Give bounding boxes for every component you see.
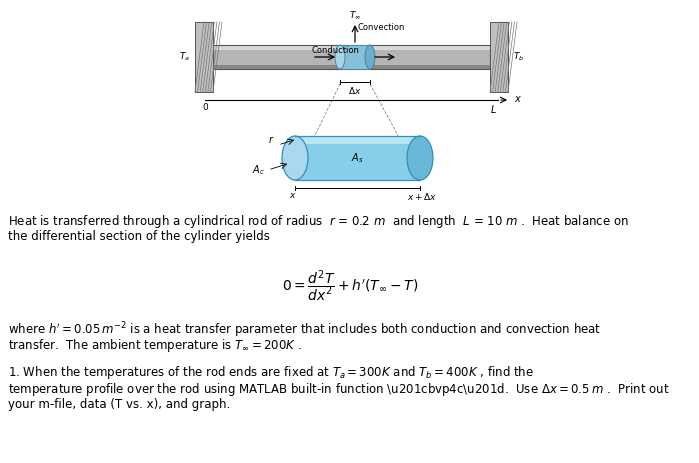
Text: 0: 0 (202, 103, 208, 112)
Bar (213, 45, 490, 69)
Ellipse shape (335, 45, 345, 69)
Text: Heat is transferred through a cylindrical rod of radius  $r$ = 0.2 $m$  and leng: Heat is transferred through a cylindrica… (8, 213, 629, 230)
Ellipse shape (282, 136, 308, 180)
Text: transfer.  The ambient temperature is $T_\infty = 200K$ .: transfer. The ambient temperature is $T_… (8, 337, 302, 354)
Text: $r$: $r$ (268, 134, 275, 145)
Ellipse shape (365, 45, 375, 69)
Bar (195, 22, 213, 92)
Ellipse shape (407, 136, 433, 180)
Bar (295, 136, 420, 180)
Bar (340, 45, 370, 69)
Text: $\Delta x$: $\Delta x$ (348, 85, 362, 96)
Text: 1. When the temperatures of the rod ends are fixed at $T_a = 300K$ and $T_b = 40: 1. When the temperatures of the rod ends… (8, 364, 534, 381)
Text: $T_\infty$: $T_\infty$ (349, 9, 361, 21)
Text: $L$: $L$ (489, 103, 496, 115)
Text: $A_c$: $A_c$ (252, 163, 265, 177)
Bar (295, 136, 420, 144)
Bar (213, 65, 490, 69)
Text: your m-file, data (T vs. x), and graph.: your m-file, data (T vs. x), and graph. (8, 398, 230, 411)
Text: $x + \Delta x$: $x + \Delta x$ (407, 191, 437, 202)
Text: $A_s$: $A_s$ (351, 151, 363, 165)
Text: Conduction: Conduction (312, 46, 360, 55)
Text: Convection: Convection (357, 23, 405, 32)
Text: where $h' = 0.05\, m^{-2}$ is a heat transfer parameter that includes both condu: where $h' = 0.05\, m^{-2}$ is a heat tra… (8, 320, 601, 339)
Bar (490, 22, 508, 92)
Bar (213, 45, 490, 50)
Text: $T_a$: $T_a$ (179, 51, 190, 63)
Text: $x$: $x$ (514, 94, 522, 104)
Text: $0 = \dfrac{d^2T}{dx^2} + h'(T_\infty - T)$: $0 = \dfrac{d^2T}{dx^2} + h'(T_\infty - … (282, 268, 418, 304)
Text: $T_b$: $T_b$ (513, 51, 524, 63)
Text: $x$: $x$ (289, 191, 297, 200)
Text: the differential section of the cylinder yields: the differential section of the cylinder… (8, 230, 270, 243)
Text: temperature profile over the rod using MATLAB built-in function \u201cbvp4c\u201: temperature profile over the rod using M… (8, 381, 670, 398)
Bar (213, 45, 490, 69)
